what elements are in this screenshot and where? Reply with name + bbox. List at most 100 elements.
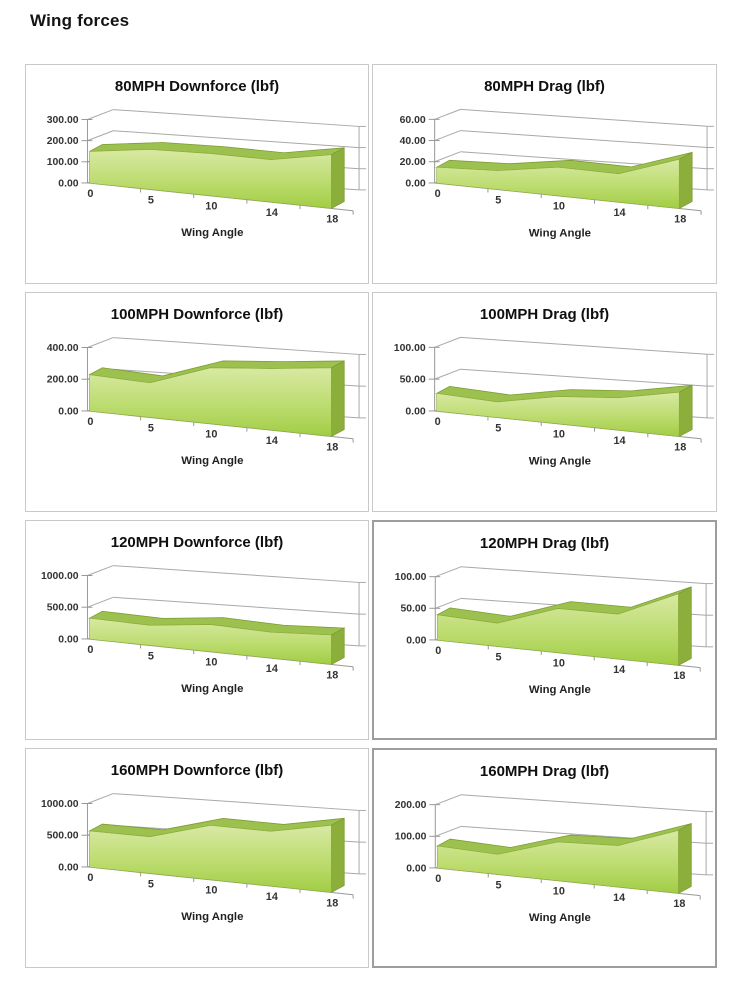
gridline-connector bbox=[435, 566, 462, 578]
x-tick-label: 0 bbox=[435, 416, 441, 428]
x-axis-title: Wing Angle bbox=[529, 684, 591, 696]
area-chart-plot: 300.00 200.00 100.00 0.00 0 5 10 14 18 Wing Angle bbox=[47, 109, 367, 239]
chart-box: 120MPH Drag (lbf) 100.00 50.00 0.00 0 5 10 14 1… bbox=[372, 520, 717, 740]
y-tick-label: 0.00 bbox=[58, 634, 78, 645]
gridline-connector bbox=[434, 368, 461, 380]
x-tick-label: 14 bbox=[266, 435, 278, 447]
y-tick-label: 50.00 bbox=[400, 604, 426, 615]
x-tick-label: 0 bbox=[435, 873, 441, 885]
x-tick-label: 5 bbox=[148, 422, 154, 434]
chart-title: 120MPH Drag (lbf) bbox=[479, 535, 610, 552]
area-face bbox=[89, 367, 332, 437]
gridline bbox=[460, 794, 707, 813]
chart-box: 80MPH Drag (lbf) 60.00 40.00 20.00 0.00 0 5 10… bbox=[372, 64, 717, 284]
y-tick-label: 200.00 bbox=[47, 136, 79, 147]
y-tick-label: 0.00 bbox=[58, 178, 78, 189]
gridline-connector bbox=[87, 596, 114, 608]
area-face bbox=[89, 824, 332, 893]
gridline-connector bbox=[434, 130, 461, 142]
gridline-connector bbox=[434, 336, 461, 348]
gridline-connector bbox=[435, 825, 462, 837]
x-tick-label: 10 bbox=[553, 201, 565, 213]
area-end-cap bbox=[678, 586, 692, 666]
y-tick-label: 0.00 bbox=[406, 635, 426, 646]
area-end-cap bbox=[678, 822, 692, 894]
x-tick-label: 18 bbox=[674, 213, 686, 225]
y-tick-label: 20.00 bbox=[400, 157, 426, 168]
gridline bbox=[113, 565, 360, 583]
chart-box: 160MPH Drag (lbf) 200.00 100.00 0.00 0 5 10 14… bbox=[372, 748, 717, 968]
y-tick-label: 50.00 bbox=[400, 375, 426, 386]
y-tick-label: 0.00 bbox=[405, 406, 425, 417]
x-tick-label: 10 bbox=[553, 658, 565, 670]
x-tick-label: 18 bbox=[674, 441, 686, 453]
x-tick-label: 5 bbox=[148, 650, 154, 662]
area-chart-plot: 400.00 200.00 0.00 0 5 10 14 18 Wing Angle bbox=[47, 337, 367, 467]
y-tick-label: 100.00 bbox=[394, 343, 426, 354]
x-tick-label: 18 bbox=[326, 213, 338, 225]
x-tick-label: 10 bbox=[205, 885, 217, 897]
x-tick-label: 5 bbox=[495, 194, 501, 206]
area-face bbox=[436, 391, 680, 437]
gridline-connector bbox=[87, 793, 114, 804]
x-axis-title: Wing Angle bbox=[181, 911, 243, 923]
x-tick-label: 0 bbox=[435, 645, 441, 657]
gridline bbox=[460, 336, 708, 355]
x-tick-label: 14 bbox=[613, 435, 626, 447]
area-face bbox=[436, 830, 679, 894]
gridline bbox=[460, 108, 708, 127]
y-tick-label: 100.00 bbox=[47, 157, 79, 168]
chart-title: 160MPH Downforce (lbf) bbox=[110, 762, 284, 779]
area-face bbox=[436, 158, 680, 209]
x-tick-label: 10 bbox=[553, 886, 565, 898]
area-end-cap bbox=[330, 360, 345, 438]
y-tick-label: 200.00 bbox=[47, 375, 79, 386]
y-tick-label: 100.00 bbox=[395, 572, 427, 583]
y-tick-label: 0.00 bbox=[58, 862, 78, 873]
report-page: Wing forces 80MPH Downforce (lbf) 300.00… bbox=[0, 11, 743, 968]
y-tick-label: 300.00 bbox=[47, 115, 79, 126]
x-tick-label: 0 bbox=[87, 872, 93, 884]
y-tick-label: 1000.00 bbox=[41, 799, 79, 810]
gridline bbox=[113, 130, 360, 149]
area-end-cap bbox=[330, 627, 345, 666]
area-end-cap bbox=[330, 147, 345, 210]
x-axis-title: Wing Angle bbox=[529, 912, 591, 924]
x-axis-title: Wing Angle bbox=[181, 455, 243, 467]
x-axis-title: Wing Angle bbox=[529, 455, 591, 467]
gridline bbox=[113, 337, 360, 355]
y-tick-label: 40.00 bbox=[400, 136, 426, 147]
x-tick-label: 18 bbox=[326, 669, 338, 681]
gridline-connector bbox=[87, 130, 114, 142]
y-tick-label: 0.00 bbox=[406, 863, 426, 874]
area-end-cap bbox=[678, 384, 693, 438]
area-chart-plot: 1000.00 500.00 0.00 0 5 10 14 18 Wing Angle bbox=[41, 565, 367, 695]
chart-box: 160MPH Downforce (lbf) 1000.00 500.00 0.00… bbox=[25, 748, 369, 968]
chart-title: 160MPH Drag (lbf) bbox=[479, 763, 610, 780]
y-tick-label: 0.00 bbox=[405, 178, 425, 189]
area-chart-plot: 1000.00 500.00 0.00 0 5 10 14 18 Wing Angle bbox=[41, 793, 367, 923]
x-tick-label: 5 bbox=[496, 879, 502, 891]
chart-box: 100MPH Downforce (lbf) 400.00 200.00 0.00 0… bbox=[25, 292, 369, 512]
x-tick-label: 14 bbox=[613, 664, 625, 676]
gridline-connector bbox=[435, 597, 462, 609]
x-tick-label: 5 bbox=[495, 422, 501, 434]
chart-title: 100MPH Downforce (lbf) bbox=[110, 306, 284, 323]
chart-box: 80MPH Downforce (lbf) 300.00 200.00 100.00… bbox=[25, 64, 369, 284]
gridline bbox=[113, 793, 360, 811]
x-tick-label: 14 bbox=[266, 207, 278, 219]
y-tick-label: 500.00 bbox=[47, 831, 79, 842]
gridline-connector bbox=[434, 151, 461, 163]
x-tick-label: 18 bbox=[673, 670, 685, 682]
x-tick-label: 14 bbox=[266, 891, 278, 903]
x-tick-label: 5 bbox=[148, 878, 154, 890]
y-tick-label: 100.00 bbox=[395, 832, 427, 843]
x-tick-label: 0 bbox=[87, 644, 93, 656]
y-tick-label: 0.00 bbox=[58, 406, 78, 417]
gridline bbox=[113, 109, 360, 127]
gridline-connector bbox=[87, 565, 114, 576]
gridline-connector bbox=[87, 109, 114, 120]
area-end-cap bbox=[678, 151, 693, 210]
chart-title: 80MPH Drag (lbf) bbox=[484, 78, 605, 95]
chart-title: 100MPH Drag (lbf) bbox=[479, 306, 610, 323]
